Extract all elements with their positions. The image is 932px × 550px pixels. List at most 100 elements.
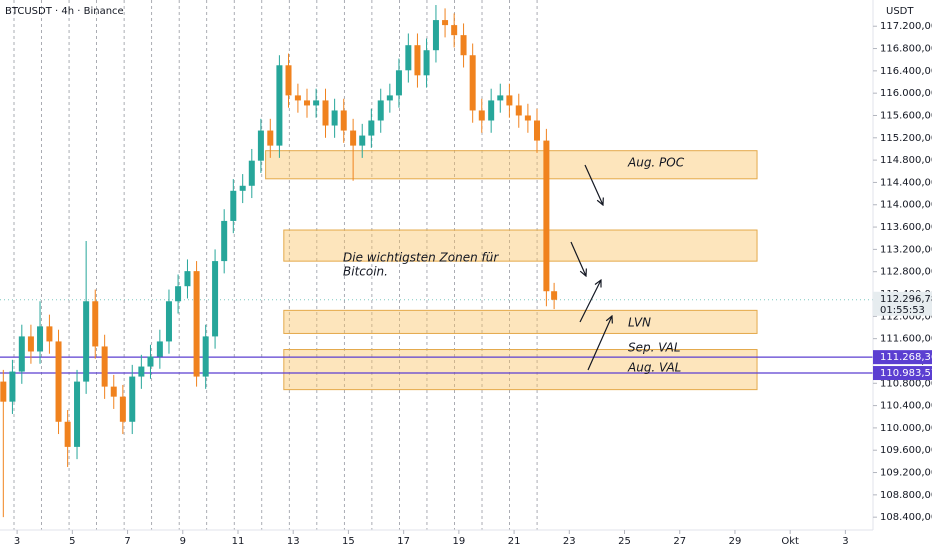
candle-body bbox=[147, 356, 154, 367]
x-tick-label: 11 bbox=[232, 536, 245, 547]
y-tick-label: 110.800,00 bbox=[880, 378, 932, 389]
candle-body bbox=[395, 70, 402, 96]
candle-body bbox=[9, 371, 16, 402]
zone-label: LVN bbox=[628, 316, 651, 330]
candle-body bbox=[340, 110, 347, 131]
y-tick-label: 114.000,00 bbox=[880, 200, 932, 211]
candle-body bbox=[27, 336, 34, 352]
candle-body bbox=[304, 100, 311, 106]
y-tick-label: 108.400,00 bbox=[880, 512, 932, 523]
zone bbox=[283, 349, 758, 391]
candle-body bbox=[276, 65, 283, 146]
y-tick-label: 111.600,00 bbox=[880, 334, 932, 345]
y-tick-label: 116.000,00 bbox=[880, 88, 932, 99]
chart-title: BTCUSDT · 4h · Binance bbox=[5, 6, 124, 17]
candle-body bbox=[239, 185, 246, 191]
x-tick-label: 19 bbox=[452, 536, 465, 547]
candle-body bbox=[110, 386, 117, 397]
x-tick-label: 3 bbox=[842, 536, 848, 547]
candle-body bbox=[423, 50, 430, 76]
zone bbox=[265, 150, 758, 180]
candle-body bbox=[64, 421, 71, 447]
candle-body bbox=[83, 301, 90, 382]
y-tick-label: 112.000,00 bbox=[880, 311, 932, 322]
candle-body bbox=[119, 396, 126, 422]
candle-body bbox=[460, 35, 467, 56]
candle-body bbox=[129, 376, 136, 422]
candle-body bbox=[432, 20, 439, 51]
y-tick-label: 110.000,00 bbox=[880, 423, 932, 434]
candle-body bbox=[506, 95, 513, 106]
candle-body bbox=[451, 25, 458, 36]
x-tick-label: 7 bbox=[124, 536, 130, 547]
candle-body bbox=[74, 381, 81, 447]
y-tick-label: 110.400,00 bbox=[880, 401, 932, 412]
price-axis bbox=[873, 0, 932, 550]
y-tick-label: 114.400,00 bbox=[880, 177, 932, 188]
candle-body bbox=[533, 120, 540, 141]
axis-unit: USDT bbox=[886, 6, 914, 17]
level-label: 111.268,36 bbox=[880, 352, 932, 363]
candle-body bbox=[524, 115, 531, 121]
level-tag bbox=[873, 366, 932, 381]
y-tick-label: 112.800,00 bbox=[880, 267, 932, 278]
x-tick-label: 3 bbox=[14, 536, 20, 547]
y-tick-label: 114.800,00 bbox=[880, 155, 932, 166]
candle-body bbox=[230, 190, 237, 221]
zone-label: Sep. VAL bbox=[628, 341, 681, 355]
axis-labels: 108.400,00 108.800,00 109.200,00 109.600,00… bbox=[14, 21, 932, 547]
y-tick-label: 115.600,00 bbox=[880, 110, 932, 121]
candle-body bbox=[515, 105, 522, 116]
x-tick-label: 21 bbox=[508, 536, 521, 547]
candle-body bbox=[405, 45, 412, 71]
y-tick-label: 115.200,00 bbox=[880, 133, 932, 144]
y-tick-label: 108.800,00 bbox=[880, 490, 932, 501]
candle-body bbox=[331, 110, 338, 126]
candle-body bbox=[55, 341, 62, 422]
candle-body bbox=[478, 110, 485, 121]
candle-body bbox=[248, 160, 255, 186]
candle-body bbox=[497, 95, 504, 101]
y-tick-label: 113.600,00 bbox=[880, 222, 932, 233]
candle-body bbox=[156, 341, 163, 357]
x-tick-label: 13 bbox=[287, 536, 300, 547]
candle-body bbox=[322, 100, 329, 126]
candle-body bbox=[469, 55, 476, 111]
zone-label: Aug. VAL bbox=[627, 361, 681, 375]
plot bbox=[0, 5, 873, 518]
candle-body bbox=[101, 346, 108, 387]
x-tick-label: 23 bbox=[563, 536, 576, 547]
candle-body bbox=[488, 100, 495, 121]
x-tick-label: 25 bbox=[618, 536, 631, 547]
annotation: Bitcoin. bbox=[343, 265, 388, 279]
candle-body bbox=[377, 100, 384, 121]
candle-body bbox=[202, 336, 209, 377]
candle-body bbox=[0, 381, 7, 402]
candle-body bbox=[551, 291, 558, 300]
arrow bbox=[584, 164, 603, 205]
zone bbox=[283, 229, 758, 262]
x-tick-label: 5 bbox=[69, 536, 75, 547]
candle-body bbox=[414, 45, 421, 76]
candle-body bbox=[193, 271, 200, 377]
candle-body bbox=[165, 301, 172, 342]
arrow bbox=[579, 280, 601, 323]
level-tag bbox=[873, 350, 932, 365]
x-tick-label: 29 bbox=[729, 536, 742, 547]
candle-body bbox=[267, 130, 274, 146]
candle-body bbox=[368, 120, 375, 136]
y-tick-label: 116.400,00 bbox=[880, 66, 932, 77]
candle-body bbox=[543, 140, 550, 292]
candle-body bbox=[386, 95, 393, 101]
candle-body bbox=[37, 326, 44, 352]
x-tick-label: 15 bbox=[342, 536, 355, 547]
y-tick-label: 117.200,00 bbox=[880, 21, 932, 32]
zone bbox=[283, 309, 758, 334]
candle-body bbox=[313, 100, 320, 106]
arrow bbox=[587, 316, 612, 371]
zone-label: Aug. POC bbox=[627, 156, 685, 170]
candle-body bbox=[294, 95, 301, 101]
y-tick-label: 113.200,00 bbox=[880, 244, 932, 255]
zones bbox=[265, 150, 758, 391]
